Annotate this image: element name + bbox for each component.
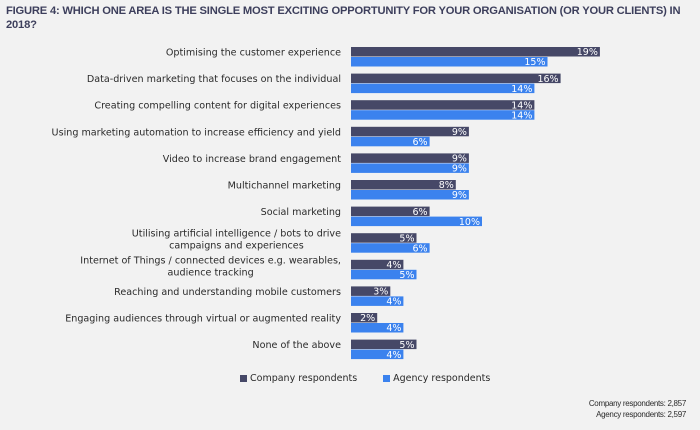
value-label-company: 6% — [413, 207, 428, 218]
value-label-agency: 4% — [386, 350, 401, 361]
bar-company — [351, 126, 469, 137]
category-label: Multichannel marketing — [228, 181, 341, 192]
footnote-company-count: Company respondents: 2,857 — [588, 399, 686, 408]
legend-item-agency: Agency respondents — [383, 373, 490, 384]
value-label-company: 9% — [452, 127, 467, 138]
bar-company — [351, 286, 391, 296]
category-row: Optimising the customer experience 19% 15% — [166, 47, 600, 68]
category-row: Utilising artificial intelligence / bots… — [132, 229, 430, 254]
bar-agency — [351, 110, 535, 120]
category-label: Reaching and understanding mobile custom… — [114, 287, 341, 298]
value-label-company: 14% — [511, 100, 532, 111]
category-label: Using marketing automation to increase e… — [52, 127, 341, 138]
bar-agency — [351, 269, 417, 280]
value-label-agency: 9% — [452, 164, 467, 175]
category-row: Social marketing 6% 10% — [261, 206, 482, 228]
bar-company — [351, 313, 378, 323]
bar-agency — [351, 323, 404, 333]
category-label: Utilising artificial intelligence / bots… — [132, 229, 341, 252]
legend-item-company: Company respondents — [240, 373, 357, 384]
value-label-company: 2% — [360, 313, 375, 324]
category-label: Internet of Things / connected devices e… — [80, 255, 341, 278]
bar-company — [351, 259, 404, 270]
bar-agency — [351, 83, 535, 94]
value-label-agency: 4% — [386, 323, 401, 334]
value-label-company: 5% — [399, 233, 414, 244]
value-label-company: 5% — [399, 340, 414, 351]
value-label-company: 8% — [439, 180, 454, 191]
bar-agency — [351, 349, 404, 360]
footnote-agency-count: Agency respondents: 2,597 — [596, 410, 686, 419]
bar-agency — [351, 296, 404, 306]
legend-label-company: Company respondents — [250, 373, 358, 384]
category-label: None of the above — [252, 340, 341, 351]
value-label-company: 4% — [386, 260, 401, 271]
bar-company — [351, 47, 600, 57]
category-label: Creating compelling content for digital … — [94, 101, 341, 112]
value-label-agency: 10% — [459, 217, 480, 228]
value-label-agency: 6% — [413, 137, 428, 148]
bar-agency — [351, 216, 482, 227]
bar-agency — [351, 243, 430, 253]
bar-company — [351, 233, 417, 243]
bar-company — [351, 100, 535, 110]
value-label-agency: 9% — [452, 190, 467, 201]
value-label-company: 16% — [537, 74, 558, 85]
value-label-agency: 5% — [399, 270, 414, 281]
legend-swatch-agency — [383, 375, 391, 382]
category-row: Engaging audiences through virtual or au… — [65, 313, 404, 334]
bar-company — [351, 73, 561, 84]
category-row: None of the above 5%4% — [252, 339, 417, 361]
category-row: Creating compelling content for digital … — [94, 100, 535, 121]
bar-agency — [351, 163, 469, 173]
value-label-company: 3% — [373, 287, 388, 298]
legend-swatch-company — [240, 375, 247, 382]
category-row: Internet of Things / connected devices e… — [80, 255, 417, 281]
value-label-company: 19% — [577, 47, 598, 58]
category-row: Data-driven marketing that focuses on th… — [87, 73, 561, 95]
category-label: Engaging audiences through virtual or au… — [65, 314, 341, 325]
category-label: Video to increase brand engagement — [163, 154, 342, 165]
value-label-agency: 6% — [413, 243, 428, 254]
category-row: Multichannel marketing 8%9% — [228, 180, 469, 201]
category-row: Video to increase brand engagement 9%9% — [163, 153, 469, 175]
bar-company — [351, 339, 417, 350]
legend-label-agency: Agency respondents — [393, 373, 491, 384]
value-label-agency: 14% — [511, 110, 532, 121]
bar-company — [351, 206, 430, 217]
category-row: Using marketing automation to increase e… — [52, 126, 469, 148]
value-label-agency: 4% — [386, 297, 401, 308]
category-label: Data-driven marketing that focuses on th… — [87, 74, 341, 85]
bar-agency — [351, 57, 548, 67]
bar-company — [351, 153, 469, 163]
bar-company — [351, 180, 456, 190]
value-label-agency: 14% — [511, 84, 532, 95]
bar-chart: Optimising the customer experience 19% 15%… — [52, 47, 600, 361]
value-label-company: 9% — [452, 154, 467, 165]
category-label: Social marketing — [261, 207, 341, 218]
bar-agency — [351, 136, 430, 147]
value-label-agency: 15% — [524, 57, 545, 68]
category-row: Reaching and understanding mobile custom… — [114, 286, 404, 308]
footnote: Company respondents: 2,857 Agency respon… — [589, 398, 686, 420]
category-label: Optimising the customer experience — [166, 48, 341, 59]
bar-agency — [351, 190, 469, 200]
legend: Company respondents Agency respondents — [240, 373, 490, 384]
chart-title: FIGURE 4: WHICH ONE AREA IS THE SINGLE M… — [6, 5, 681, 31]
